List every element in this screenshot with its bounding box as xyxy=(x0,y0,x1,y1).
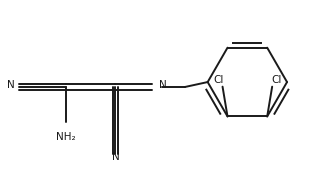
Text: Cl: Cl xyxy=(213,75,224,85)
Text: N: N xyxy=(7,80,15,90)
Text: N: N xyxy=(159,80,167,90)
Text: Cl: Cl xyxy=(271,75,281,85)
Text: N: N xyxy=(112,152,119,162)
Text: NH₂: NH₂ xyxy=(56,132,75,142)
